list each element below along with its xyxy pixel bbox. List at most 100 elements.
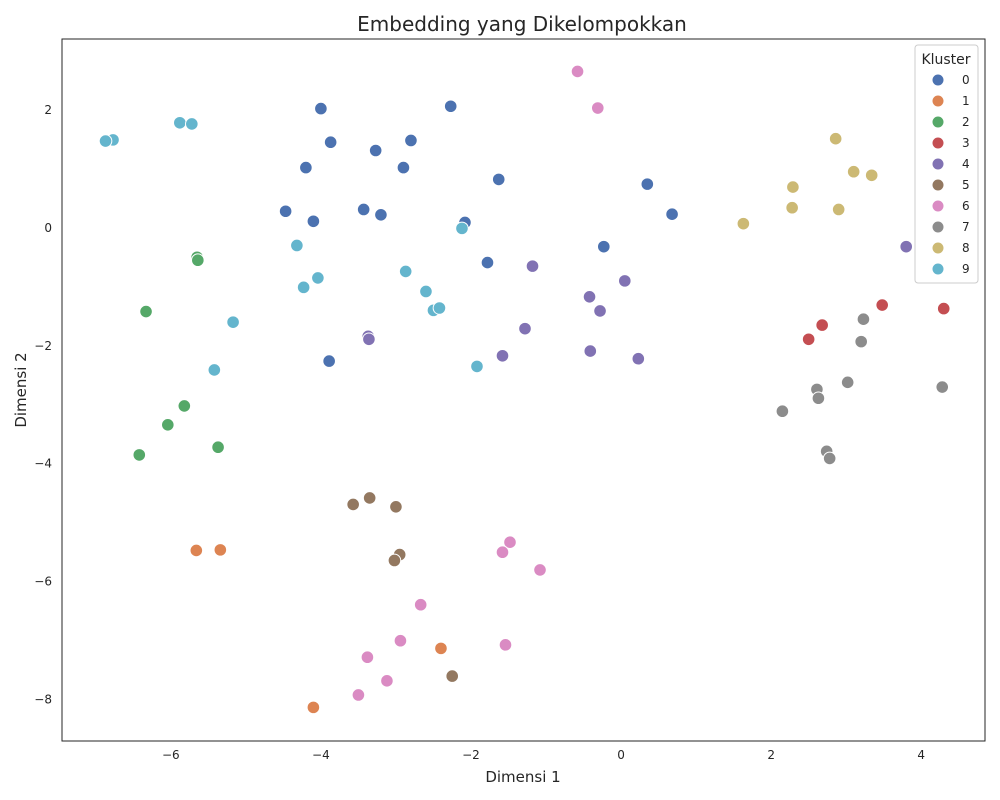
y-tick-label: −2 [34,339,52,353]
data-point-cluster-5 [445,669,460,683]
data-point-cluster-6 [590,101,605,115]
data-point-cluster-2 [211,440,225,455]
data-point-cluster-0 [278,204,293,219]
data-point-cluster-6 [351,688,366,702]
data-point-cluster-2 [139,304,153,319]
data-point-cluster-0 [596,239,611,254]
legend-marker-cluster-1 [931,94,945,108]
data-point-cluster-6 [570,64,585,79]
legend-label-cluster-0: 0 [962,73,970,87]
data-point-cluster-8 [846,164,861,179]
axis-ticks: −6 −4 −2 0 2 4 −8 −6 −4 −2 0 2 [34,103,925,762]
legend: Kluster 0 1 2 3 4 5 6 7 8 9 [914,44,979,284]
data-point-cluster-1 [306,700,321,715]
data-point-cluster-7 [811,391,826,406]
chart-title: Embedding yang Dikelompokkan [357,12,687,36]
x-tick-label: −4 [312,748,330,762]
data-point-cluster-6 [498,638,513,652]
legend-marker-cluster-4 [931,157,945,171]
data-point-cluster-6 [360,650,375,665]
x-tick-label: 2 [767,748,775,762]
data-point-cluster-0 [640,177,655,191]
legend-marker-cluster-9 [931,262,945,276]
x-axis-title: Dimensi 1 [485,768,560,786]
data-point-cluster-5 [387,553,402,568]
data-point-cluster-7 [935,380,950,394]
data-point-cluster-9 [296,280,311,295]
data-point-cluster-2 [132,448,147,462]
data-point-cluster-4 [583,344,598,358]
data-point-cluster-8 [785,200,799,215]
data-point-cluster-0 [374,207,388,222]
legend-label-cluster-5: 5 [962,178,970,192]
x-tick-label: −6 [162,748,180,762]
legend-marker-cluster-2 [931,115,945,129]
legend-box [914,44,979,284]
data-point-cluster-4 [593,304,607,318]
data-point-cluster-0 [480,255,495,270]
data-points [98,64,951,715]
data-point-cluster-6 [380,674,394,688]
data-point-cluster-7 [840,375,855,390]
x-tick-label: 0 [617,748,625,762]
data-point-cluster-2 [177,399,192,413]
data-point-cluster-0 [665,207,679,222]
data-point-cluster-0 [299,160,313,175]
plot-frame [61,38,986,742]
legend-marker-cluster-5 [931,178,945,192]
data-point-cluster-6 [413,597,428,612]
legend-label-cluster-8: 8 [962,241,970,255]
data-point-cluster-1 [434,641,448,656]
data-point-cluster-5 [389,500,403,514]
y-tick-label: −4 [34,457,52,471]
data-point-cluster-4 [618,274,632,288]
legend-label-cluster-7: 7 [962,220,970,234]
data-point-cluster-5 [362,491,377,505]
data-point-cluster-8 [864,168,879,183]
legend-marker-cluster-8 [931,241,945,255]
data-point-cluster-4 [495,348,510,363]
data-point-cluster-9 [226,315,240,329]
data-point-cluster-4 [518,321,532,336]
data-point-cluster-0 [323,135,338,150]
y-axis-title: Dimensi 2 [12,352,30,427]
legend-label-cluster-3: 3 [962,136,970,150]
data-point-cluster-3 [801,332,816,347]
data-point-cluster-3 [815,318,829,332]
data-point-cluster-2 [161,418,175,432]
data-point-cluster-9 [419,284,433,299]
y-tick-label: 2 [44,103,52,117]
legend-marker-cluster-3 [931,136,945,150]
data-point-cluster-7 [856,312,871,327]
data-point-cluster-6 [393,633,408,648]
data-point-cluster-0 [491,172,506,187]
x-tick-label: 4 [917,748,925,762]
data-point-cluster-0 [368,143,383,158]
x-tick-label: −2 [462,748,480,762]
data-point-cluster-9 [290,238,304,253]
data-point-cluster-6 [533,563,547,577]
data-point-cluster-4 [899,239,914,254]
data-point-cluster-8 [736,216,751,231]
data-point-cluster-9 [173,115,187,130]
data-point-cluster-9 [398,264,413,279]
legend-marker-cluster-0 [931,73,945,87]
data-point-cluster-9 [98,134,113,148]
y-tick-label: 0 [44,221,52,235]
data-point-cluster-4 [362,332,376,347]
data-point-cluster-3 [875,298,889,312]
legend-label-cluster-1: 1 [962,94,970,108]
data-point-cluster-4 [631,351,646,366]
legend-marker-cluster-7 [931,220,945,234]
legend-label-cluster-6: 6 [962,199,970,213]
data-point-cluster-0 [404,133,418,148]
legend-marker-cluster-6 [931,199,945,213]
data-point-cluster-9 [432,301,447,315]
data-point-cluster-1 [213,543,228,557]
data-point-cluster-8 [831,202,846,217]
data-point-cluster-7 [822,451,837,466]
data-point-cluster-9 [455,221,469,236]
data-point-cluster-5 [346,497,360,512]
data-point-cluster-0 [314,101,328,116]
